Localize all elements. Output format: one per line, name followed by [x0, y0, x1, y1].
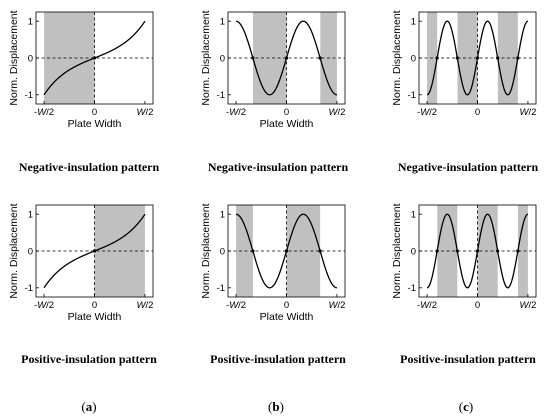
ytick-label-negative-c-1: 0 [411, 53, 416, 64]
ytick-label-positive-a-1: 0 [28, 246, 33, 257]
zero-point-positive-b-0 [251, 249, 255, 253]
panel-label-a: (a) [81, 399, 96, 414]
zero-point-negative-c-4 [516, 56, 520, 60]
ytick-label-negative-a-0: 1 [28, 17, 33, 28]
xtick-label-negative-c-1: 0 [475, 107, 480, 118]
caption-negative-c: Negative-insulation pattern [398, 160, 539, 174]
ytick-label-negative-c-2: -1 [408, 90, 416, 101]
yaxis-label-positive-a: Norm. Displacement [8, 203, 20, 298]
ytick-label-positive-a-0: 1 [28, 210, 33, 221]
caption-positive-a: Positive-insulation pattern [21, 352, 157, 366]
ytick-label-negative-a-2: -1 [25, 90, 33, 101]
shaded-region-positive-b-1 [286, 205, 321, 297]
shaded-region-positive-c-2 [518, 205, 528, 297]
shaded-region-negative-c-1 [457, 12, 478, 104]
xtick-label-negative-a-2: W/2 [136, 107, 153, 118]
ytick-label-positive-c-2: -1 [408, 283, 416, 294]
ytick-label-positive-c-1: 0 [411, 246, 416, 257]
xtick-label-positive-a-2: W/2 [136, 300, 153, 311]
xtick-label-negative-b-2: W/2 [328, 107, 345, 118]
shaded-region-negative-b-0 [253, 12, 287, 104]
zero-point-positive-a-0 [92, 249, 97, 253]
ytick-label-positive-c-0: 1 [411, 210, 416, 221]
shaded-region-positive-b-0 [236, 205, 253, 297]
yaxis-label-negative-b: Norm. Displacement [200, 10, 212, 105]
xtick-label-positive-a-0: -W/2 [34, 300, 54, 311]
xtick-label-negative-c-2: W/2 [519, 107, 536, 118]
xtick-label-positive-a-1: 0 [92, 300, 97, 311]
zero-point-positive-c-4 [516, 249, 520, 253]
subplot-positive-b: 1 0 -1-W/2 0 W/2 Plate Width Norm. Displacemen… [200, 203, 346, 323]
ytick-label-positive-b-0: 1 [220, 210, 225, 221]
ytick-label-negative-a-1: 0 [28, 53, 33, 64]
yaxis-label-negative-c: Norm. Displacement [391, 10, 403, 105]
subplot-negative-b: 1 0 -1-W/2 0 W/2 Plate Width Norm. Displacemen… [200, 10, 346, 130]
zero-point-negative-b-1 [284, 56, 289, 60]
xtick-label-positive-b-2: W/2 [328, 300, 345, 311]
caption-positive-b: Positive-insulation pattern [210, 352, 346, 366]
zero-point-negative-c-3 [496, 56, 500, 60]
yaxis-label-negative-a: Norm. Displacement [8, 10, 20, 105]
panel-label-c: (c) [459, 399, 473, 414]
subplot-negative-a: 1 0 -1-W/2 0 W/2 Plate Width Norm. Displacemen… [8, 10, 154, 130]
ytick-label-positive-b-1: 0 [220, 246, 225, 257]
subplot-negative-c: 1 0 -1-W/2 0 W/2 Norm. Displacement [391, 10, 537, 118]
xtick-label-positive-c-1: 0 [475, 300, 480, 311]
xtick-label-positive-c-0: -W/2 [417, 300, 437, 311]
zero-point-positive-b-1 [284, 249, 289, 253]
xaxis-label-negative-b: Plate Width [260, 118, 314, 130]
ytick-label-positive-b-2: -1 [217, 283, 225, 294]
ytick-label-negative-b-2: -1 [217, 90, 225, 101]
zero-point-positive-c-2 [475, 249, 480, 253]
xaxis-label-negative-a: Plate Width [68, 118, 122, 130]
xtick-label-negative-b-1: 0 [284, 107, 289, 118]
ytick-label-positive-a-2: -1 [25, 283, 33, 294]
xtick-label-negative-a-0: -W/2 [34, 107, 54, 118]
panel-label-b: (b) [268, 399, 284, 414]
xtick-label-negative-c-0: -W/2 [417, 107, 437, 118]
zero-point-negative-b-2 [318, 56, 322, 60]
zero-point-positive-c-3 [496, 249, 500, 253]
ytick-label-negative-b-1: 0 [220, 53, 225, 64]
xtick-label-negative-a-1: 0 [92, 107, 97, 118]
yaxis-label-positive-c: Norm. Displacement [391, 203, 403, 298]
zero-point-negative-b-0 [251, 56, 255, 60]
zero-point-negative-c-1 [455, 56, 459, 60]
zero-point-positive-c-1 [455, 249, 459, 253]
subplot-positive-a: 1 0 -1-W/2 0 W/2 Plate Width Norm. Displacemen… [8, 203, 154, 323]
xaxis-label-positive-b: Plate Width [260, 311, 314, 323]
subplot-positive-c: 1 0 -1-W/2 0 W/2 Norm. Displacement [391, 203, 537, 311]
xtick-label-positive-b-1: 0 [284, 300, 289, 311]
xtick-label-positive-c-2: W/2 [519, 300, 536, 311]
zero-point-negative-c-2 [475, 56, 480, 60]
xtick-label-positive-b-0: -W/2 [226, 300, 246, 311]
caption-negative-b: Negative-insulation pattern [208, 160, 349, 174]
ytick-label-negative-c-0: 1 [411, 17, 416, 28]
zero-point-negative-c-0 [435, 56, 439, 60]
xtick-label-negative-b-0: -W/2 [226, 107, 246, 118]
zero-point-positive-c-0 [435, 249, 439, 253]
yaxis-label-positive-b: Norm. Displacement [200, 203, 212, 298]
zero-point-positive-b-2 [318, 249, 322, 253]
caption-negative-a: Negative-insulation pattern [19, 160, 160, 174]
caption-positive-c: Positive-insulation pattern [400, 352, 536, 366]
ytick-label-negative-b-0: 1 [220, 17, 225, 28]
zero-point-negative-a-0 [92, 56, 97, 60]
xaxis-label-positive-a: Plate Width [68, 311, 122, 323]
